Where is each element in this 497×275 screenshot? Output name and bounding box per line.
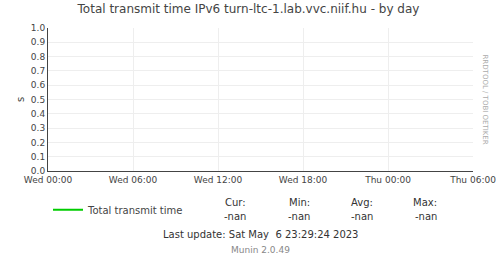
svg-text:0.1: 0.1: [31, 152, 45, 162]
svg-text:0.6: 0.6: [31, 80, 46, 90]
svg-text:Thu 00:00: Thu 00:00: [364, 175, 411, 185]
svg-text:0.9: 0.9: [31, 37, 46, 47]
svg-text:-nan: -nan: [288, 211, 310, 222]
svg-text:-nan: -nan: [351, 211, 373, 222]
svg-text:-nan: -nan: [224, 211, 246, 222]
svg-text:Last update: Sat May 6 23:29:: Last update: Sat May 6 23:29:24 2023: [163, 229, 358, 240]
svg-text:Wed 00:00: Wed 00:00: [24, 175, 73, 185]
svg-text:1.0: 1.0: [31, 23, 46, 33]
svg-text:Wed 18:00: Wed 18:00: [279, 175, 328, 185]
svg-text:Avg:: Avg:: [351, 197, 373, 208]
svg-text:Wed 12:00: Wed 12:00: [194, 175, 243, 185]
svg-text:s: s: [15, 97, 26, 102]
svg-text:Thu 06:00: Thu 06:00: [449, 175, 496, 185]
svg-text:Max:: Max:: [413, 197, 437, 208]
svg-text:0.8: 0.8: [31, 52, 46, 62]
svg-text:Munin 2.0.49: Munin 2.0.49: [231, 245, 290, 255]
svg-text:Wed 06:00: Wed 06:00: [109, 175, 158, 185]
svg-text:0.7: 0.7: [31, 66, 45, 76]
svg-text:Cur:: Cur:: [225, 197, 246, 208]
svg-text:Total transmit time IPv6 turn-: Total transmit time IPv6 turn-ltc-1.lab.…: [77, 2, 420, 16]
svg-text:0.0: 0.0: [31, 166, 46, 176]
svg-text:Min:: Min:: [289, 197, 310, 208]
svg-text:0.5: 0.5: [31, 95, 45, 105]
svg-text:RRDTOOL / TOBI OETIKER: RRDTOOL / TOBI OETIKER: [481, 55, 489, 145]
svg-text:-nan: -nan: [415, 211, 437, 222]
svg-text:0.4: 0.4: [31, 109, 46, 119]
svg-text:Total transmit time: Total transmit time: [87, 205, 182, 216]
svg-text:0.2: 0.2: [31, 138, 45, 148]
svg-text:0.3: 0.3: [31, 123, 45, 133]
